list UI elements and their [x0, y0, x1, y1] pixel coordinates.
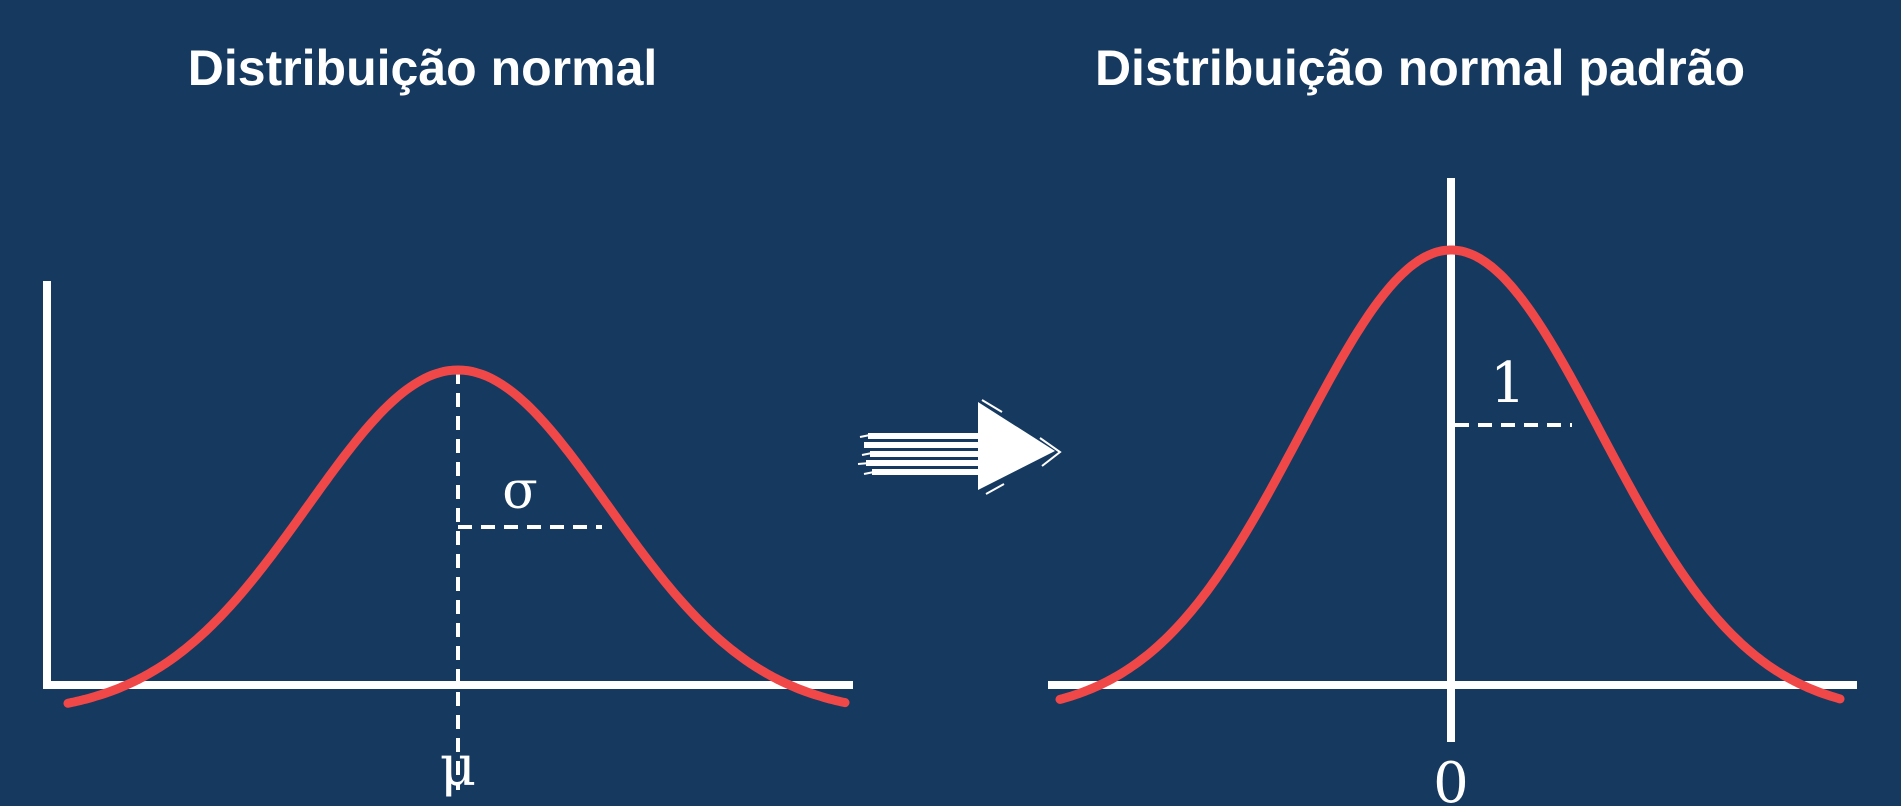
right-panel-title: Distribuição normal padrão: [1094, 40, 1746, 96]
sd-label: 1: [1490, 351, 1526, 416]
right-arrow-icon: [857, 399, 1062, 495]
left-panel-title: Distribuição normal: [187, 40, 658, 96]
left-panel: σ μ: [43, 281, 853, 799]
normal-curve: [63, 365, 850, 708]
right-panel: 1 0: [1048, 178, 1857, 806]
standard-normal-curve: [1055, 245, 1845, 704]
sigma-label: σ: [502, 461, 538, 521]
zero-label: 0: [1433, 751, 1469, 806]
mu-label: μ: [440, 734, 476, 799]
